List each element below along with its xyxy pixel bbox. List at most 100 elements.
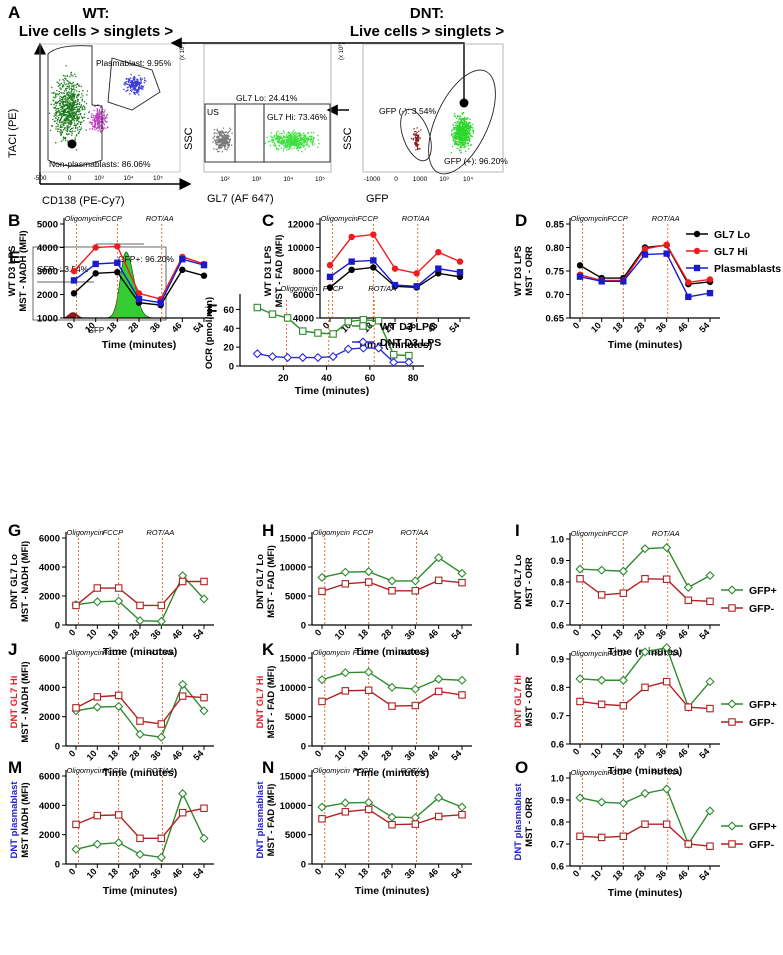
flow-event-dot [285, 136, 287, 139]
flow-event-dot [57, 94, 59, 96]
flow-event-dot [231, 144, 233, 146]
flow-event-dot [65, 114, 67, 116]
flow-event-dot [415, 149, 417, 151]
flow-event-dot [293, 140, 296, 142]
flow-event-dot [287, 140, 289, 142]
flow-event-dot [469, 132, 471, 134]
flow-event-dot [69, 103, 71, 105]
flow-event-dot [469, 122, 471, 124]
flow-event-dot [307, 144, 309, 146]
y-label-line: DNT plasmablast [255, 781, 266, 859]
flow-event-dot [63, 98, 66, 100]
flow-event-dot [54, 107, 56, 109]
flow-event-dot [272, 138, 274, 141]
flow-event-dot [280, 141, 282, 143]
flow-event-dot [64, 104, 66, 107]
flow-event-dot [271, 141, 274, 143]
flow-event-dot [74, 139, 76, 141]
flow-event-dot [78, 117, 80, 119]
x-axis-label: Time (minutes) [355, 767, 429, 779]
flow-event-dot [458, 135, 460, 137]
flow-event-dot [280, 147, 283, 149]
flow-event-dot [224, 134, 226, 136]
flow-event-dot [294, 137, 296, 139]
flow-event-dot [96, 127, 98, 129]
flow-event-dot [221, 143, 223, 145]
x-tick-label: 54 [697, 320, 711, 334]
flow-event-dot [69, 82, 71, 84]
flow-event-dot [66, 129, 69, 131]
data-point [114, 701, 124, 711]
x-tick-label: 36 [148, 320, 162, 334]
flow-event-dot [415, 140, 417, 142]
flow-event-dot [218, 132, 220, 134]
flow-event-dot [416, 142, 418, 144]
flow-event-dot [466, 118, 468, 120]
flow-event-dot [460, 118, 463, 120]
flow-event-dot [102, 114, 104, 117]
flow-event-dot [451, 145, 454, 148]
flow-event-dot [414, 136, 417, 138]
injection-label: ROT/AA [146, 214, 174, 223]
flow-event-dot [457, 142, 459, 144]
flow-event-dot [78, 126, 81, 128]
flow-tick-label: -1000 [364, 176, 381, 183]
flow-event-dot [70, 131, 72, 133]
flow-event-dot [83, 105, 85, 107]
injection-label: FCCP [101, 214, 121, 223]
flow-event-dot [92, 119, 94, 121]
flow-event-dot [57, 118, 59, 120]
y-label-line: MST - ORR [524, 677, 535, 727]
flow-event-dot [464, 137, 466, 139]
flow-event-dot [78, 121, 80, 123]
flow-event-dot [61, 101, 63, 103]
flow-event-dot [277, 149, 280, 151]
flow-event-dot [67, 125, 69, 127]
flow-event-dot [63, 90, 66, 92]
flow-event-dot [417, 140, 419, 142]
flow-event-dot [59, 100, 61, 102]
flow-event-dot [69, 100, 71, 102]
flow-event-dot [134, 77, 136, 79]
flow-event-dot [123, 83, 125, 85]
flow-event-dot [460, 121, 462, 123]
data-point [318, 815, 326, 823]
flow-event-dot [66, 125, 68, 127]
x-tick-label: 28 [127, 627, 141, 641]
data-point [92, 702, 102, 712]
flow-event-dot [457, 129, 459, 131]
data-point [693, 230, 701, 238]
flow-event-dot [66, 118, 68, 120]
y-label-line: WT D3 LPS [7, 246, 18, 297]
flow-event-dot [74, 100, 77, 102]
flow-event-dot [277, 130, 279, 132]
flow-event-dot [416, 145, 418, 148]
flow-event-dot [127, 78, 129, 80]
flow-event-dot [291, 144, 293, 146]
flow-event-dot [466, 124, 468, 126]
flow-event-dot [138, 91, 140, 93]
flow-event-dot [271, 138, 273, 140]
flow-event-dot [288, 132, 291, 134]
flow-event-dot [459, 139, 462, 141]
data-point [70, 277, 78, 284]
flow-event-dot [225, 144, 227, 146]
flow-event-dot [71, 106, 73, 108]
flow-event-dot [455, 124, 457, 127]
flow1-gate-plasmablast-label: Plasmablast: 9.95% [96, 58, 172, 68]
y-tick-label: 0 [301, 860, 306, 871]
flow-event-dot [453, 133, 455, 135]
flow-event-dot [64, 83, 66, 86]
flow-event-dot [98, 114, 100, 117]
flow-event-dot [67, 100, 69, 102]
x-tick-label: 54 [449, 627, 463, 641]
flow-event-dot [71, 109, 73, 111]
flow-event-dot [461, 121, 463, 123]
flow-event-dot [294, 143, 296, 145]
flow1-xlabel: CD138 (PE-Cy7) [42, 195, 125, 207]
data-point [326, 284, 334, 291]
flow-event-dot [213, 148, 215, 150]
